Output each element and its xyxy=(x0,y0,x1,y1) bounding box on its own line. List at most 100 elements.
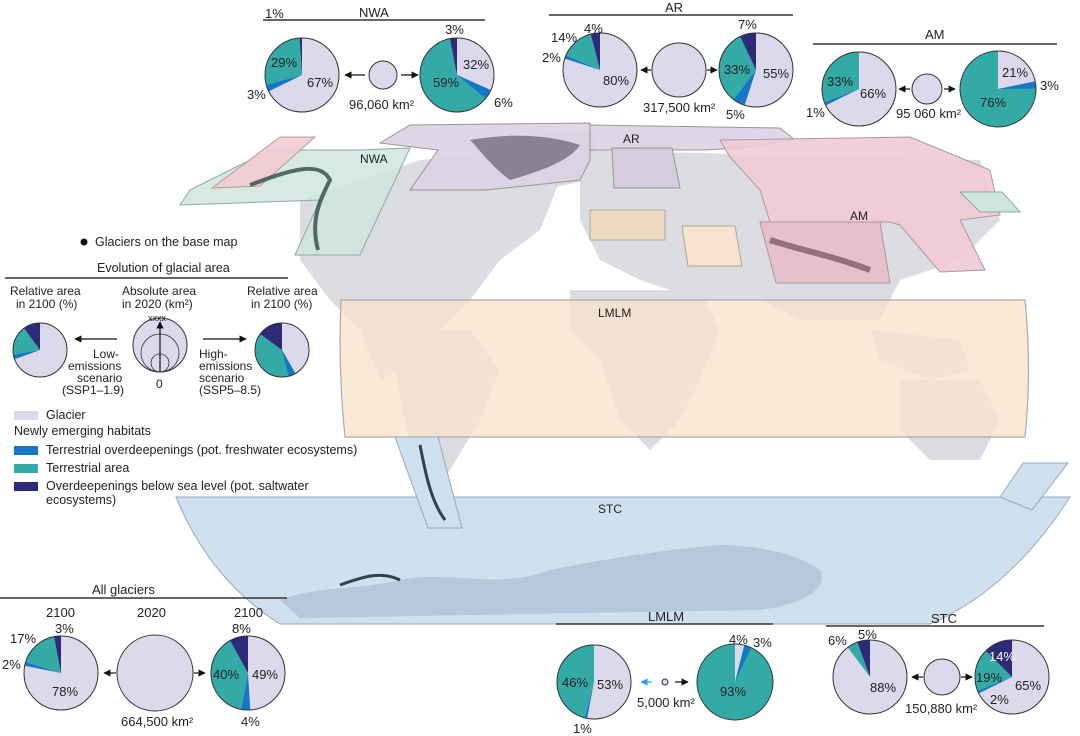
circle-stc-2020 xyxy=(923,658,961,696)
all-low-terr-label: 17% xyxy=(10,631,37,646)
legend-label: Terrestrial overdeepenings (pot. freshwa… xyxy=(46,443,358,457)
legend-label: Terrestrial area xyxy=(46,461,130,475)
terrestrial-swatch-icon xyxy=(14,463,38,473)
right-header-1: Relative area xyxy=(247,284,318,298)
stc-high-salt-label: 14% xyxy=(989,649,1016,664)
legend-label: Glacier xyxy=(46,408,86,422)
pie-example-low xyxy=(12,322,68,378)
pie-nwa-low xyxy=(264,37,340,113)
left-header-1: Relative area xyxy=(10,284,81,298)
panel-title-nwa: NWA xyxy=(359,5,389,20)
stc-area-label: 150,880 km² xyxy=(905,701,978,716)
ar-low-salt-label: 4% xyxy=(584,21,603,36)
all-year-1: 2100 xyxy=(46,605,75,620)
nwa-high-salt-label: 3% xyxy=(445,22,464,37)
region-label-am: AM xyxy=(850,209,868,223)
ar-high-fresh-label: 5% xyxy=(726,107,745,122)
nwa-high-glacier-label: 32% xyxy=(463,57,490,72)
legend-item-freshwater: Terrestrial overdeepenings (pot. freshwa… xyxy=(14,443,357,457)
region-lmlm[interactable] xyxy=(339,299,1030,438)
glacier-dot-icon xyxy=(80,238,88,246)
all-high-salt-label: 8% xyxy=(232,621,251,636)
low-3: scenario xyxy=(77,371,123,385)
glaciers-on-map-label: Glaciers on the base map xyxy=(95,235,238,249)
circle-am-2020 xyxy=(911,73,943,105)
stc-low-terr-label: 6% xyxy=(828,633,847,648)
stc-high-fresh-label: 2% xyxy=(990,692,1009,707)
pie-am-low xyxy=(821,51,897,127)
am-low-glacier-label: 66% xyxy=(860,86,887,101)
panel-title-stc: STC xyxy=(931,611,957,626)
region-label-stc: STC xyxy=(598,502,622,516)
legend-label: Overdeepenings below sea level (pot. sal… xyxy=(46,479,309,493)
pie-am-high xyxy=(959,50,1037,128)
all-high-fresh-label: 4% xyxy=(241,714,260,729)
all-high-terr-label: 40% xyxy=(213,667,240,682)
all-low-salt-label: 3% xyxy=(55,621,74,636)
am-low-fresh-label: 1% xyxy=(806,105,825,120)
panel-nwa xyxy=(263,19,495,113)
ar-low-glacier-label: 80% xyxy=(603,73,630,88)
region-ar[interactable] xyxy=(378,122,797,191)
nwa-high-fresh-label: 6% xyxy=(494,95,513,110)
mid-header-1: Absolute area xyxy=(122,284,197,298)
stc-high-terr-label: 19% xyxy=(976,670,1003,685)
ar-low-fresh-label: 2% xyxy=(542,50,561,65)
saltwater-swatch-icon xyxy=(14,481,38,491)
all-area-label: 664,500 km² xyxy=(121,714,194,729)
panel-all-glaciers xyxy=(0,597,287,712)
region-europe-alps[interactable] xyxy=(589,209,743,267)
panel-stc xyxy=(826,625,1050,715)
lmlm-high-fresh-label: 3% xyxy=(753,635,772,650)
ar-area-label: 317,500 km² xyxy=(643,100,716,115)
high-3: scenario xyxy=(199,371,245,385)
all-low-glacier-label: 78% xyxy=(52,684,79,699)
legend-item-terrestrial: Terrestrial area xyxy=(14,461,129,475)
scale-bottom-label: 0 xyxy=(156,377,163,391)
pie-ar-high xyxy=(718,32,794,108)
am-low-terr-label: 33% xyxy=(827,74,854,89)
circle-lmlm-2020 xyxy=(661,678,669,686)
low-1: Low- xyxy=(93,347,120,361)
mid-header-2: in 2020 (km²) xyxy=(122,297,193,311)
lmlm-high-terr-label: 93% xyxy=(720,684,747,699)
ar-high-salt-label: 7% xyxy=(738,17,757,32)
region-label-nwa: NWA xyxy=(360,152,388,166)
am-high-fresh-label: 3% xyxy=(1040,78,1059,93)
am-area-label: 95 060 km² xyxy=(896,106,962,121)
right-header-2: in 2100 (%) xyxy=(251,297,313,311)
am-high-glacier-label: 21% xyxy=(1002,65,1029,80)
all-low-fresh-label: 2% xyxy=(2,657,21,672)
region-am[interactable] xyxy=(719,136,1022,284)
circle-all-2020 xyxy=(116,634,194,712)
legend-label: Newly emerging habitats xyxy=(14,424,151,438)
legend-item-glacier: Glacier xyxy=(14,408,86,422)
panel-legend-example xyxy=(5,238,310,378)
pie-all-low xyxy=(23,635,99,711)
pie-lmlm-low xyxy=(556,644,632,720)
scale-top-label: xxxx xyxy=(148,313,166,323)
region-stc[interactable] xyxy=(175,436,1071,625)
region-nwa[interactable] xyxy=(179,136,411,256)
stc-low-glacier-label: 88% xyxy=(870,680,897,695)
left-header-2: in 2100 (%) xyxy=(16,297,78,311)
circle-nwa-2020 xyxy=(368,60,398,90)
legend-label: ecosystems) xyxy=(46,493,117,507)
pie-ar-low xyxy=(562,32,638,108)
evolution-title: Evolution of glacial area xyxy=(97,261,230,275)
panel-title-ar: AR xyxy=(665,0,684,15)
pie-example-high xyxy=(254,322,310,378)
lmlm-low-terr-label: 46% xyxy=(562,675,589,690)
legend-item-saltwater: Overdeepenings below sea level (pot. sal… xyxy=(14,479,309,493)
ar-low-terr-label: 14% xyxy=(551,30,578,45)
scale-circles-icon xyxy=(132,317,188,373)
lmlm-area-label: 5,000 km² xyxy=(637,695,695,710)
pie-all-high xyxy=(210,635,286,711)
region-label-lmlm: LMLM xyxy=(598,306,631,320)
legend-item-saltwater-cont: ecosystems) xyxy=(46,493,116,507)
circle-ar-2020 xyxy=(651,42,707,98)
pie-nwa-high xyxy=(419,37,495,113)
nwa-high-terr-label: 59% xyxy=(433,75,460,90)
pie-lmlm-high xyxy=(696,643,774,721)
low-2: emissions xyxy=(68,359,122,373)
